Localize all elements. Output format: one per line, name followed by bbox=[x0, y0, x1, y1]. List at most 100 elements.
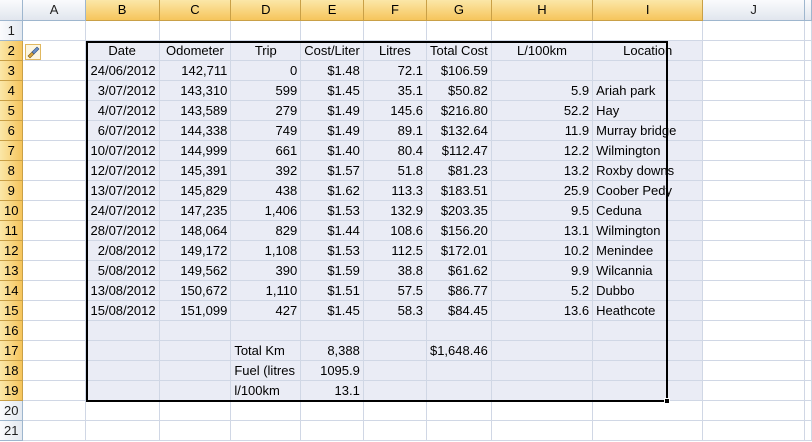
cell-j19[interactable] bbox=[702, 379, 805, 401]
cell-b3[interactable]: 24/06/2012 bbox=[84, 59, 160, 81]
cell-h4[interactable]: 5.9 bbox=[490, 79, 594, 101]
cell-h10[interactable]: 9.5 bbox=[490, 199, 594, 221]
cell-g7[interactable]: $112.47 bbox=[425, 139, 492, 161]
cell-j13[interactable] bbox=[702, 259, 805, 281]
cell-f20[interactable] bbox=[362, 399, 427, 421]
cell-e1[interactable] bbox=[300, 19, 364, 41]
column-header-f[interactable]: F bbox=[362, 0, 427, 21]
cell-a11[interactable] bbox=[22, 219, 86, 241]
cell-b10[interactable]: 24/07/2012 bbox=[84, 199, 160, 221]
row-header-6[interactable]: 6 bbox=[0, 119, 24, 141]
cell-f7[interactable]: 80.4 bbox=[362, 139, 427, 161]
cell-a12[interactable] bbox=[22, 239, 86, 261]
row-header-4[interactable]: 4 bbox=[0, 79, 24, 101]
cell-e4[interactable]: $1.45 bbox=[300, 79, 364, 101]
row-header-10[interactable]: 10 bbox=[0, 199, 24, 221]
cell-c14[interactable]: 150,672 bbox=[158, 279, 232, 301]
cell-h16[interactable] bbox=[490, 319, 594, 341]
cell-e9[interactable]: $1.62 bbox=[300, 179, 364, 201]
cell-j2[interactable] bbox=[702, 39, 805, 61]
cell-j5[interactable] bbox=[702, 99, 805, 121]
cell-j8[interactable] bbox=[702, 159, 805, 181]
cell-k12[interactable] bbox=[804, 239, 812, 261]
cell-e17[interactable]: 8,388 bbox=[300, 339, 364, 361]
cell-h2[interactable]: L/100km bbox=[490, 39, 594, 61]
cell-e13[interactable]: $1.59 bbox=[300, 259, 364, 281]
cell-d11[interactable]: 829 bbox=[230, 219, 302, 241]
row-header-1[interactable]: 1 bbox=[0, 19, 24, 41]
cell-g5[interactable]: $216.80 bbox=[425, 99, 492, 121]
cell-a1[interactable] bbox=[22, 19, 86, 41]
fill-handle[interactable] bbox=[664, 398, 670, 404]
cell-i10[interactable]: Ceduna bbox=[592, 199, 704, 221]
cell-j20[interactable] bbox=[702, 399, 805, 421]
select-all-corner[interactable] bbox=[0, 0, 24, 21]
cell-i14[interactable]: Dubbo bbox=[592, 279, 704, 301]
cell-j10[interactable] bbox=[702, 199, 805, 221]
cell-j4[interactable] bbox=[702, 79, 805, 101]
row-header-9[interactable]: 9 bbox=[0, 179, 24, 201]
cell-g18[interactable] bbox=[425, 359, 492, 381]
cell-e16[interactable] bbox=[300, 319, 364, 341]
cell-k5[interactable] bbox=[804, 99, 812, 121]
row-header-5[interactable]: 5 bbox=[0, 99, 24, 121]
cell-j6[interactable] bbox=[702, 119, 805, 141]
cell-c12[interactable]: 149,172 bbox=[158, 239, 232, 261]
cell-d20[interactable] bbox=[230, 399, 302, 421]
cell-e15[interactable]: $1.45 bbox=[300, 299, 364, 321]
cell-c4[interactable]: 143,310 bbox=[158, 79, 232, 101]
column-header-d[interactable]: D bbox=[230, 0, 302, 21]
cell-e19[interactable]: 13.1 bbox=[300, 379, 364, 401]
cell-b7[interactable]: 10/07/2012 bbox=[84, 139, 160, 161]
cell-k21[interactable] bbox=[804, 419, 812, 441]
cell-f17[interactable] bbox=[362, 339, 427, 361]
cell-d14[interactable]: 1,110 bbox=[230, 279, 302, 301]
cell-j1[interactable] bbox=[702, 19, 805, 41]
row-header-18[interactable]: 18 bbox=[0, 359, 24, 381]
cell-e20[interactable] bbox=[300, 399, 364, 421]
cell-d7[interactable]: 661 bbox=[230, 139, 302, 161]
cell-d4[interactable]: 599 bbox=[230, 79, 302, 101]
cell-i11[interactable]: Wilmington bbox=[592, 219, 704, 241]
cell-b12[interactable]: 2/08/2012 bbox=[84, 239, 160, 261]
cell-a14[interactable] bbox=[22, 279, 86, 301]
cell-c10[interactable]: 147,235 bbox=[158, 199, 232, 221]
cell-f2[interactable]: Litres bbox=[362, 39, 427, 61]
cell-f3[interactable]: 72.1 bbox=[362, 59, 427, 81]
cell-c13[interactable]: 149,562 bbox=[158, 259, 232, 281]
cell-d1[interactable] bbox=[230, 19, 302, 41]
cell-i5[interactable]: Hay bbox=[592, 99, 704, 121]
cell-c7[interactable]: 144,999 bbox=[158, 139, 232, 161]
cell-a20[interactable] bbox=[22, 399, 86, 421]
cell-b8[interactable]: 12/07/2012 bbox=[84, 159, 160, 181]
cell-a4[interactable] bbox=[22, 79, 86, 101]
cell-g9[interactable]: $183.51 bbox=[425, 179, 492, 201]
cell-d3[interactable]: 0 bbox=[230, 59, 302, 81]
cell-d2[interactable]: Trip bbox=[230, 39, 302, 61]
cell-k6[interactable] bbox=[804, 119, 812, 141]
cell-a13[interactable] bbox=[22, 259, 86, 281]
cell-j3[interactable] bbox=[702, 59, 805, 81]
cell-d16[interactable] bbox=[230, 319, 302, 341]
cell-k14[interactable] bbox=[804, 279, 812, 301]
cell-h15[interactable]: 13.6 bbox=[490, 299, 594, 321]
cell-c9[interactable]: 145,829 bbox=[158, 179, 232, 201]
cell-d13[interactable]: 390 bbox=[230, 259, 302, 281]
row-header-13[interactable]: 13 bbox=[0, 259, 24, 281]
cell-d17[interactable]: Total Km bbox=[230, 339, 302, 361]
cell-j18[interactable] bbox=[702, 359, 805, 381]
row-header-11[interactable]: 11 bbox=[0, 219, 24, 241]
cell-j11[interactable] bbox=[702, 219, 805, 241]
cell-i16[interactable] bbox=[592, 319, 704, 341]
cell-f11[interactable]: 108.6 bbox=[362, 219, 427, 241]
cell-g19[interactable] bbox=[425, 379, 492, 401]
cell-i13[interactable]: Wilcannia bbox=[592, 259, 704, 281]
cell-c8[interactable]: 145,391 bbox=[158, 159, 232, 181]
cell-k4[interactable] bbox=[804, 79, 812, 101]
cell-e12[interactable]: $1.53 bbox=[300, 239, 364, 261]
cell-e14[interactable]: $1.51 bbox=[300, 279, 364, 301]
cell-d10[interactable]: 1,406 bbox=[230, 199, 302, 221]
cell-j21[interactable] bbox=[702, 419, 805, 441]
